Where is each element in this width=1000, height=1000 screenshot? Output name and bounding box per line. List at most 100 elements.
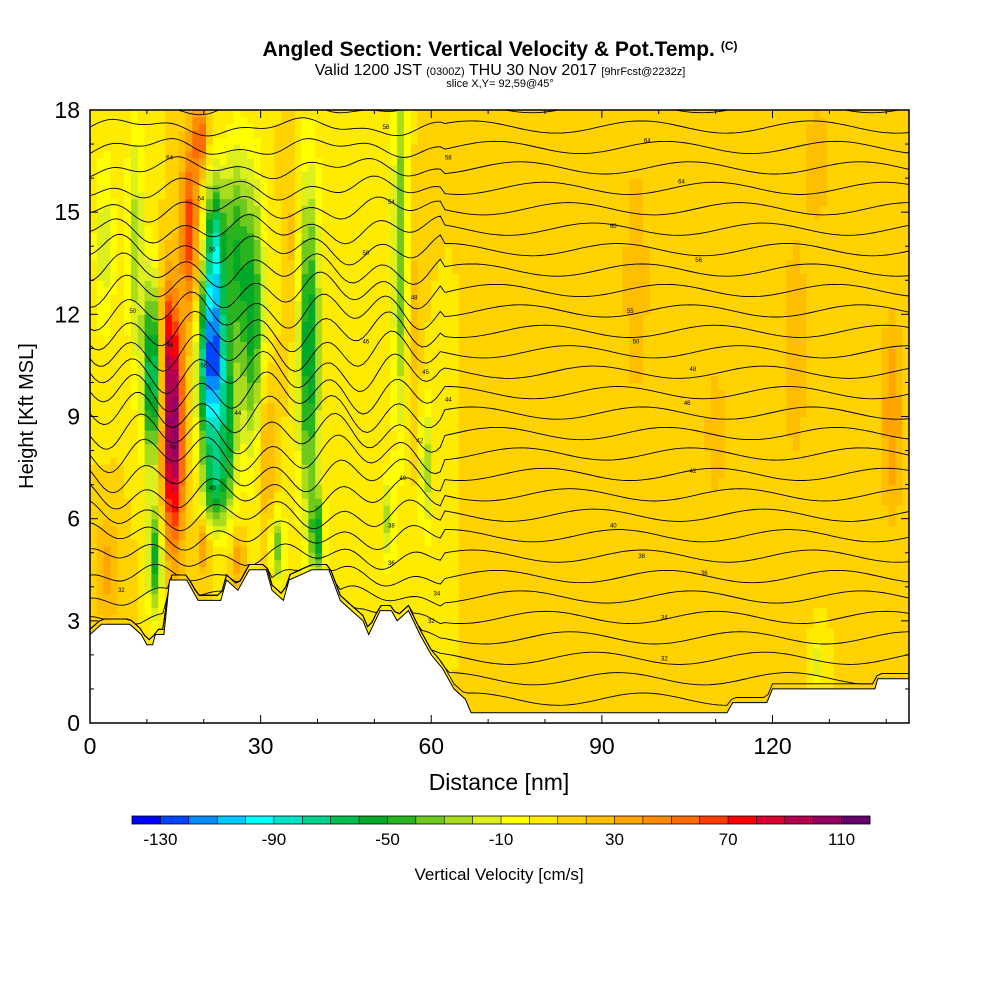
velocity-cell <box>772 634 780 642</box>
velocity-cell <box>206 491 214 499</box>
velocity-cell <box>178 470 187 479</box>
velocity-cell <box>861 470 869 479</box>
velocity-cell <box>833 545 842 554</box>
velocity-cell <box>881 532 890 540</box>
velocity-cell <box>335 436 344 445</box>
velocity-cell <box>595 627 603 636</box>
velocity-cell <box>458 566 466 574</box>
velocity-cell <box>519 539 528 547</box>
velocity-cell <box>192 484 200 493</box>
velocity-cell <box>499 695 507 704</box>
velocity-cell <box>588 545 596 554</box>
velocity-cell <box>444 505 453 513</box>
velocity-cell <box>854 648 862 656</box>
velocity-cell <box>212 566 221 574</box>
velocity-cell <box>649 573 658 581</box>
velocity-cell <box>554 634 562 642</box>
velocity-cell <box>165 457 173 465</box>
velocity-cell <box>758 464 767 472</box>
velocity-cell <box>301 484 309 493</box>
velocity-cell <box>424 545 432 554</box>
velocity-cell <box>410 436 419 445</box>
velocity-cell <box>799 668 808 676</box>
velocity-cell <box>513 518 521 527</box>
velocity-cell <box>492 470 501 479</box>
velocity-cell <box>717 675 726 683</box>
velocity-cell <box>301 539 309 547</box>
velocity-cell <box>513 668 521 676</box>
velocity-cell <box>117 491 125 499</box>
velocity-cell <box>465 464 473 472</box>
velocity-cell <box>485 559 494 567</box>
velocity-cell <box>335 552 344 561</box>
velocity-cell <box>881 491 890 499</box>
velocity-cell <box>526 607 535 615</box>
velocity-cell <box>397 593 405 601</box>
velocity-cell <box>376 525 385 533</box>
velocity-cell <box>560 470 569 479</box>
velocity-cell <box>110 498 118 506</box>
velocity-cell <box>260 518 269 527</box>
velocity-cell <box>158 607 166 615</box>
velocity-cell <box>444 614 453 622</box>
velocity-cell <box>267 470 275 479</box>
velocity-cell <box>663 470 671 479</box>
velocity-cell <box>724 566 733 574</box>
velocity-cell <box>615 614 623 622</box>
velocity-cell <box>267 566 275 574</box>
velocity-cell <box>595 457 603 465</box>
velocity-cell <box>629 566 637 574</box>
velocity-cell <box>540 668 548 676</box>
velocity-cell <box>240 573 248 581</box>
velocity-cell <box>444 579 453 588</box>
velocity-cell <box>717 566 726 574</box>
velocity-cell <box>874 484 883 493</box>
velocity-cell <box>472 695 480 704</box>
velocity-cell <box>874 614 883 622</box>
velocity-cell <box>881 668 890 676</box>
velocity-cell <box>526 573 535 581</box>
velocity-cell <box>451 559 460 567</box>
velocity-cell <box>574 661 582 670</box>
velocity-cell <box>315 505 323 513</box>
velocity-cell <box>663 661 671 670</box>
velocity-cell <box>253 539 262 547</box>
velocity-cell <box>874 532 883 540</box>
velocity-cell <box>697 675 705 683</box>
velocity-cell <box>547 668 555 676</box>
velocity-cell <box>479 661 487 670</box>
velocity-cell <box>499 464 507 472</box>
velocity-cell <box>110 586 118 595</box>
velocity-cell <box>717 443 726 452</box>
velocity-cell <box>151 607 159 615</box>
velocity-cell <box>287 505 296 513</box>
velocity-cell <box>397 579 405 588</box>
velocity-cell <box>854 661 862 670</box>
velocity-cell <box>526 566 535 574</box>
velocity-cell <box>731 484 739 493</box>
velocity-cell <box>472 627 480 636</box>
velocity-cell <box>724 498 733 506</box>
velocity-cell <box>533 634 542 642</box>
velocity-cell <box>629 641 637 649</box>
velocity-cell <box>96 484 105 493</box>
velocity-cell <box>540 525 548 533</box>
velocity-cell <box>786 648 794 656</box>
velocity-cell <box>847 586 855 595</box>
velocity-cell <box>335 443 344 452</box>
velocity-cell <box>868 648 876 656</box>
velocity-cell <box>711 634 719 642</box>
velocity-cell <box>479 654 487 663</box>
velocity-cell <box>519 579 528 588</box>
velocity-cell <box>847 566 855 574</box>
velocity-cell <box>458 470 466 479</box>
velocity-cell <box>868 675 876 683</box>
velocity-cell <box>513 511 521 520</box>
velocity-cell <box>601 641 610 649</box>
velocity-cell <box>335 559 344 567</box>
velocity-cell <box>752 675 760 683</box>
velocity-cell <box>656 620 664 629</box>
velocity-cell <box>827 464 835 472</box>
velocity-cell <box>629 695 637 704</box>
velocity-cell <box>724 525 733 533</box>
